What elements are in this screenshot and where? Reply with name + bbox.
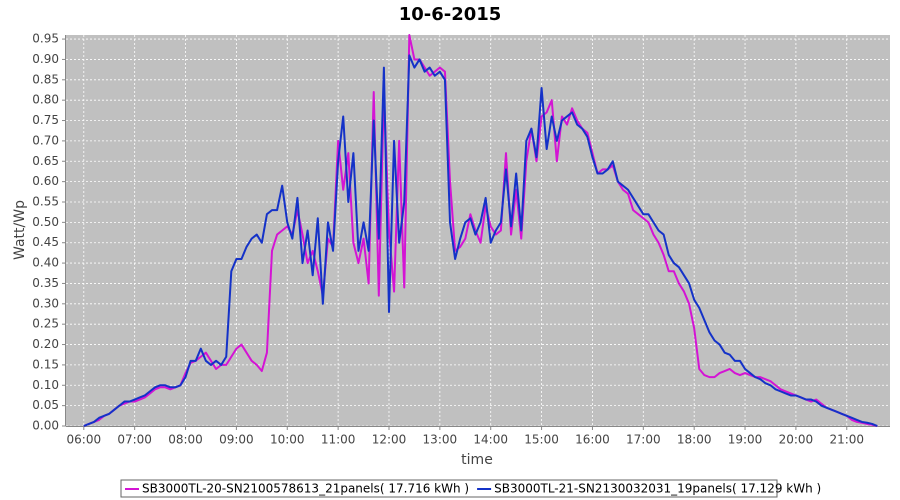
y-tick-label: 0.75: [32, 113, 59, 127]
y-tick-label: 0.70: [32, 133, 59, 147]
x-tick-label: 18:00: [677, 433, 712, 447]
x-tick-label: 15:00: [524, 433, 559, 447]
y-tick-label: 0.50: [32, 215, 59, 229]
y-tick-label: 0.35: [32, 276, 59, 290]
y-tick-label: 0.00: [32, 419, 59, 433]
chart-title: 10-6-2015: [399, 4, 502, 25]
legend-label: SB3000TL-20-SN2100578613_21panels( 17.71…: [142, 482, 469, 496]
y-axis-label: Watt/Wp: [12, 200, 28, 260]
x-tick-label: 11:00: [321, 433, 356, 447]
y-tick-label: 0.85: [32, 72, 59, 86]
x-tick-label: 08:00: [168, 433, 203, 447]
x-tick-label: 19:00: [728, 433, 763, 447]
y-tick-label: 0.10: [32, 378, 59, 392]
x-tick-label: 14:00: [473, 433, 508, 447]
y-tick-label: 0.90: [32, 52, 59, 66]
y-tick-label: 0.95: [32, 32, 59, 46]
y-tick-label: 0.80: [32, 93, 59, 107]
legend-label: SB3000TL-21-SN2130032031_19panels( 17.12…: [494, 482, 821, 496]
x-tick-label: 20:00: [779, 433, 814, 447]
y-tick-label: 0.40: [32, 256, 59, 270]
x-tick-label: 10:00: [270, 433, 305, 447]
x-tick-label: 21:00: [829, 433, 864, 447]
series-line: [83, 54, 878, 427]
x-tick-label: 06:00: [67, 433, 102, 447]
legend-box: [120, 479, 778, 498]
y-tick-label: 0.45: [32, 235, 59, 249]
x-tick-label: 13:00: [423, 433, 458, 447]
y-tick-label: 0.15: [32, 357, 59, 371]
x-tick-label: 12:00: [372, 433, 407, 447]
y-tick-label: 0.20: [32, 337, 59, 351]
y-tick-label: 0.05: [32, 398, 59, 412]
y-tick-label: 0.25: [32, 317, 59, 331]
series-line: [83, 34, 878, 427]
x-tick-label: 09:00: [219, 433, 254, 447]
x-tick-label: 17:00: [626, 433, 661, 447]
x-tick-label: 16:00: [575, 433, 610, 447]
x-tick-label: 07:00: [117, 433, 152, 447]
y-tick-label: 0.65: [32, 154, 59, 168]
y-tick-label: 0.60: [32, 174, 59, 188]
y-tick-label: 0.55: [32, 194, 59, 208]
x-axis-label: time: [461, 452, 493, 468]
y-tick-label: 0.30: [32, 296, 59, 310]
